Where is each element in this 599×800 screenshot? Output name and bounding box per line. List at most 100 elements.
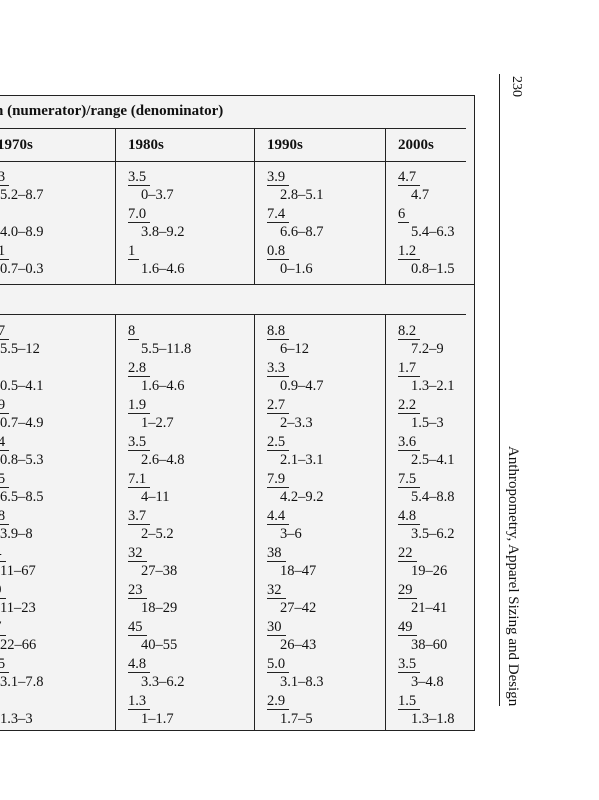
cell-range: 1.6–4.6 bbox=[141, 261, 185, 277]
cell-range: 0.7–4.9 bbox=[0, 415, 44, 431]
cell-numerator: 0.1 bbox=[0, 244, 10, 260]
cell-range: 3.1–8.3 bbox=[280, 674, 324, 690]
page-number: 230 bbox=[509, 76, 524, 97]
cell-range: 3.3–6.2 bbox=[141, 674, 185, 690]
table-cell: 32 27–38 bbox=[128, 544, 177, 580]
cell-range: 2–5.2 bbox=[141, 526, 174, 542]
cell-numerator: 34 bbox=[0, 546, 6, 562]
cell-range: 18–47 bbox=[280, 563, 317, 579]
cell-range: 0.9–4.7 bbox=[280, 378, 324, 394]
cell-range: 27–42 bbox=[280, 600, 317, 616]
cell-numerator: 3.5 bbox=[128, 435, 151, 451]
col-divider bbox=[254, 128, 255, 284]
table-title: n (numerator)/range (denominator) bbox=[0, 103, 224, 119]
cell-numerator: 1.2 bbox=[398, 244, 421, 260]
col-head-1990s: 1990s bbox=[267, 137, 303, 153]
cell-numerator: 2.9 bbox=[0, 398, 10, 414]
table-cell: 4.8 3.5–6.2 bbox=[398, 507, 455, 543]
table-cell: 2.2 1.5–3 bbox=[398, 396, 444, 432]
col-head-1980s: 1980s bbox=[128, 137, 164, 153]
table-cell: 3.5 3–4.8 bbox=[398, 655, 444, 691]
cell-range: 3.1–7.8 bbox=[0, 674, 44, 690]
section2-rule bbox=[0, 314, 466, 315]
col-divider bbox=[385, 128, 386, 284]
table-cell: 3.7 2–5.2 bbox=[128, 507, 174, 543]
table-cell: 7.0 3.8–9.2 bbox=[128, 205, 185, 241]
cell-range: 27–38 bbox=[141, 563, 178, 579]
cell-numerator: 1 bbox=[128, 244, 140, 260]
table-cell: 4.8 3.3–6.2 bbox=[128, 655, 185, 691]
cell-numerator: 32 bbox=[267, 583, 286, 599]
cell-numerator: 22 bbox=[398, 546, 417, 562]
running-header-rule bbox=[499, 74, 500, 706]
cell-numerator: 49 bbox=[398, 620, 417, 636]
cell-numerator: 3.6 bbox=[398, 435, 421, 451]
cell-range: 0.8–5.3 bbox=[0, 452, 44, 468]
table-cell: 30 26–43 bbox=[267, 618, 316, 654]
cell-range: 3–6 bbox=[280, 526, 302, 542]
table-cell: 45 40–55 bbox=[128, 618, 177, 654]
cell-numerator: 2.9 bbox=[267, 694, 290, 710]
cell-numerator: 8.2 bbox=[398, 324, 421, 340]
cell-numerator: 2.7 bbox=[267, 398, 290, 414]
table-cell: 1 1.6–4.6 bbox=[128, 242, 185, 278]
cell-numerator: 29 bbox=[398, 583, 417, 599]
col-divider bbox=[115, 128, 116, 284]
table-cell: 3.6 2.5–4.1 bbox=[398, 433, 455, 469]
cell-range: 3.9–8 bbox=[0, 526, 33, 542]
cell-range: 7.2–9 bbox=[411, 341, 444, 357]
cell-numerator: 3.7 bbox=[128, 509, 151, 525]
table-cell: 0.8 0–1.6 bbox=[267, 242, 313, 278]
table-cell: 1.2 0.8–1.5 bbox=[398, 242, 455, 278]
table-cell: 0.10.7–0.3 bbox=[0, 242, 44, 278]
cell-numerator: 4.7 bbox=[398, 170, 421, 186]
cell-range: 4.2–9.2 bbox=[280, 489, 324, 505]
cell-range: 2–3.3 bbox=[280, 415, 313, 431]
cell-numerator: 2.2 bbox=[398, 398, 421, 414]
cell-numerator: 7.5 bbox=[0, 472, 10, 488]
cell-numerator: 0.8 bbox=[267, 244, 290, 260]
cell-numerator: 47 bbox=[0, 620, 6, 636]
cell-numerator: 2.8 bbox=[128, 361, 151, 377]
cell-range: 5.5–11.8 bbox=[141, 341, 192, 357]
table-cell: 4.4 3–6 bbox=[267, 507, 302, 543]
cell-range: 1–2.7 bbox=[141, 415, 174, 431]
cell-range: 21–41 bbox=[411, 600, 448, 616]
table-cell: 7.5 5.4–8.8 bbox=[398, 470, 455, 506]
table-cell: 1.5 1.3–1.8 bbox=[398, 692, 455, 728]
cell-range: 1.6–4.6 bbox=[141, 378, 185, 394]
cell-range: 0–1.6 bbox=[280, 261, 313, 277]
table-cell: 8.75.5–12 bbox=[0, 322, 40, 358]
table-cell: 8.2 7.2–9 bbox=[398, 322, 444, 358]
cell-range: 3.5–6.2 bbox=[411, 526, 455, 542]
cell-range: 1–1.7 bbox=[141, 711, 174, 727]
cell-numerator: 7.0 bbox=[128, 207, 151, 223]
table-cell: 7.4 6.6–8.7 bbox=[267, 205, 324, 241]
table-cell: 22 19–26 bbox=[398, 544, 447, 580]
table-cell: 3.3 0.9–4.7 bbox=[267, 359, 324, 395]
cell-range: 6–12 bbox=[280, 341, 309, 357]
cell-range: 5.4–8.8 bbox=[411, 489, 455, 505]
table-cell: 23 18–29 bbox=[128, 581, 177, 617]
table-cell: 32 27–42 bbox=[267, 581, 316, 617]
cell-numerator: 6 bbox=[398, 207, 410, 223]
cell-range: 2.8–5.1 bbox=[280, 187, 324, 203]
col-divider bbox=[115, 314, 116, 730]
cell-numerator: 45 bbox=[128, 620, 147, 636]
table-cell: 7.9 4.2–9.2 bbox=[267, 470, 324, 506]
cell-range: 4–11 bbox=[141, 489, 170, 505]
data-table: n (numerator)/range (denominator) 1970s … bbox=[0, 95, 475, 731]
table-cell: 3411–67 bbox=[0, 544, 36, 580]
cell-numerator: 7.9 bbox=[267, 472, 290, 488]
table-cell: 5.83.9–8 bbox=[0, 507, 33, 543]
cell-numerator: 8.7 bbox=[0, 324, 10, 340]
cell-range: 3–4.8 bbox=[411, 674, 444, 690]
table-cell: 3.5 2.6–4.8 bbox=[128, 433, 185, 469]
table-cell: 5.0 3.1–8.3 bbox=[267, 655, 324, 691]
cell-range: 3.8–9.2 bbox=[141, 224, 185, 240]
cell-numerator: 7.5 bbox=[398, 472, 421, 488]
cell-numerator: 7.3 bbox=[0, 170, 10, 186]
table-cell: 38 18–47 bbox=[267, 544, 316, 580]
table-cell: 7.1 4–11 bbox=[128, 470, 169, 506]
cell-range: 6.6–8.7 bbox=[280, 224, 324, 240]
